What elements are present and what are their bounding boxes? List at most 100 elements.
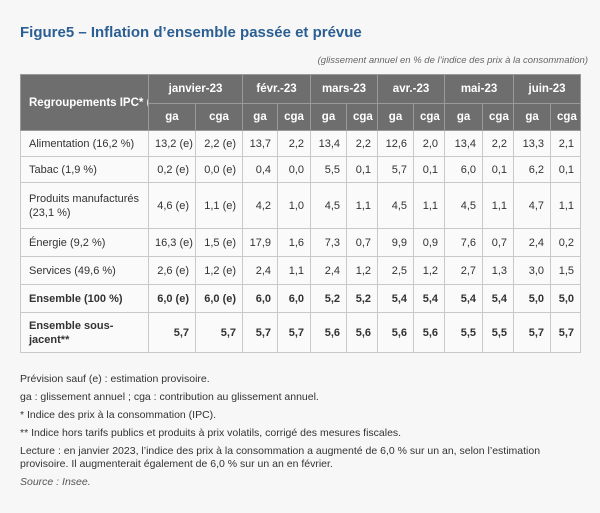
cell-cga: 5,6 <box>346 312 379 353</box>
cell-ga: 5,5 <box>310 156 348 183</box>
cell-ga: 6,0 <box>444 156 484 183</box>
subheader-cga: cga <box>194 103 244 131</box>
subheader-ga: ga <box>310 103 348 131</box>
row-label: Alimentation (16,2 %) <box>20 130 149 157</box>
cell-cga: 5,7 <box>550 312 582 353</box>
cell-cga: 0,7 <box>346 228 379 257</box>
row-label: Produits manufacturés (23,1 %) <box>20 182 149 229</box>
cell-ga: 7,6 <box>444 228 484 257</box>
cell-cga: 0,1 <box>482 156 515 183</box>
cell-ga: 5,6 <box>377 312 415 353</box>
table-row: Ensemble (100 %) 6,0 (e) 6,0 (e) 6,0 6,0 5,2 5… <box>20 284 582 313</box>
note-forecast: Prévision sauf (e) : estimation provisoi… <box>20 373 210 385</box>
table-row: Ensemble sous-jacent** 5,7 5,7 5,7 5,7 5,6 5,6… <box>20 312 582 353</box>
table-row: Alimentation (16,2 %) 13,2 (e) 2,2 (e) 13,7… <box>20 130 582 157</box>
cell-ga: 5,7 <box>377 156 415 183</box>
cell-cga: 1,1 <box>277 256 312 285</box>
cell-cga: 2,2 (e) <box>194 130 244 157</box>
table-row: Énergie (9,2 %) 16,3 (e) 1,5 (e) 17,9 1,6 7,3… <box>20 228 582 257</box>
cell-ga: 13,3 <box>513 130 552 157</box>
cell-ga: 4,7 <box>513 182 552 229</box>
cell-cga: 1,6 <box>277 228 312 257</box>
cell-ga: 6,0 (e) <box>148 284 196 313</box>
month-header: janvier-23 <box>147 74 244 104</box>
cell-ga: 5,0 <box>513 284 552 313</box>
cell-cga: 1,2 <box>346 256 379 285</box>
cell-cga: 5,0 <box>550 284 582 313</box>
cell-ga: 3,0 <box>513 256 552 285</box>
subheader-cga: cga <box>277 103 312 131</box>
corner-header: Regroupements IPC* (pondérations 2023) <box>20 74 149 131</box>
subheader-cga: cga <box>482 103 515 131</box>
cell-cga: 1,5 (e) <box>194 228 244 257</box>
cell-ga: 17,9 <box>242 228 279 257</box>
cell-ga: 4,5 <box>444 182 484 229</box>
header-row-subheaders: ga cga ga cga ga cga ga cga ga cga ga cg… <box>21 103 582 131</box>
month-header: juin-23 <box>513 74 582 104</box>
row-label: Tabac (1,9 %) <box>20 156 149 183</box>
month-header: mars-23 <box>310 74 379 104</box>
month-header: févr.-23 <box>242 74 312 104</box>
cell-ga: 2,7 <box>444 256 484 285</box>
subheader-ga: ga <box>148 103 196 131</box>
cell-ga: 5,5 <box>444 312 484 353</box>
note-reading: Lecture : en janvier 2023, l’indice des … <box>20 445 541 470</box>
cell-cga: 1,1 (e) <box>194 182 244 229</box>
cell-cga: 2,1 <box>550 130 582 157</box>
cell-ga: 6,0 <box>242 284 279 313</box>
table-row: Produits manufacturés (23,1 %) 4,6 (e) 1,1… <box>20 182 582 229</box>
cell-cga: 5,4 <box>413 284 446 313</box>
cell-cga: 2,0 <box>413 130 446 157</box>
inflation-table: Regroupements IPC* (pondérations 2023) j… <box>20 74 582 353</box>
cell-cga: 1,3 <box>482 256 515 285</box>
cell-ga: 5,2 <box>310 284 348 313</box>
figure-subtitle: (glissement annuel en % de l’indice des … <box>317 55 588 66</box>
cell-cga: 5,7 <box>194 312 244 353</box>
row-label: Services (49,6 %) <box>20 256 149 285</box>
cell-ga: 5,6 <box>310 312 348 353</box>
cell-ga: 0,4 <box>242 156 279 183</box>
cell-cga: 0,0 <box>277 156 312 183</box>
cell-cga: 5,5 <box>482 312 515 353</box>
subheader-cga: cga <box>550 103 582 131</box>
cell-ga: 13,4 <box>444 130 484 157</box>
cell-ga: 4,2 <box>242 182 279 229</box>
subheader-ga: ga <box>444 103 484 131</box>
cell-cga: 0,1 <box>413 156 446 183</box>
table-body: Alimentation (16,2 %) 13,2 (e) 2,2 (e) 13,7… <box>20 130 582 353</box>
cell-ga: 5,4 <box>377 284 415 313</box>
cell-cga: 0,2 <box>550 228 582 257</box>
cell-cga: 5,6 <box>413 312 446 353</box>
row-label: Ensemble (100 %) <box>20 284 149 313</box>
cell-cga: 6,0 (e) <box>194 284 244 313</box>
note-ipc: * Indice des prix à la consommation (IPC… <box>20 409 217 421</box>
table-row: Services (49,6 %) 2,6 (e) 1,2 (e) 2,4 1,1 2,4… <box>20 256 582 285</box>
cell-cga: 0,0 (e) <box>194 156 244 183</box>
cell-ga: 5,7 <box>513 312 552 353</box>
subheader-ga: ga <box>513 103 552 131</box>
cell-ga: 16,3 (e) <box>148 228 196 257</box>
cell-cga: 1,1 <box>346 182 379 229</box>
cell-ga: 9,9 <box>377 228 415 257</box>
note-abbreviations: ga : glissement annuel ; cga : contribut… <box>20 391 319 403</box>
cell-cga: 0,9 <box>413 228 446 257</box>
cell-cga: 5,4 <box>482 284 515 313</box>
row-label: Ensemble sous-jacent** <box>20 312 149 353</box>
cell-cga: 1,2 (e) <box>194 256 244 285</box>
subheader-cga: cga <box>413 103 446 131</box>
cell-ga: 4,6 (e) <box>148 182 196 229</box>
cell-cga: 1,2 <box>413 256 446 285</box>
cell-ga: 7,3 <box>310 228 348 257</box>
cell-ga: 13,7 <box>242 130 279 157</box>
note-underlying: ** Indice hors tarifs publics et produit… <box>20 427 402 439</box>
row-label: Énergie (9,2 %) <box>20 228 149 257</box>
cell-ga: 12,6 <box>377 130 415 157</box>
cell-cga: 2,2 <box>482 130 515 157</box>
cell-ga: 2,4 <box>310 256 348 285</box>
cell-cga: 2,2 <box>346 130 379 157</box>
month-header: mai-23 <box>444 74 515 104</box>
header-row-months: Regroupements IPC* (pondérations 2023) j… <box>20 74 582 131</box>
cell-cga: 2,2 <box>277 130 312 157</box>
cell-ga: 6,2 <box>513 156 552 183</box>
